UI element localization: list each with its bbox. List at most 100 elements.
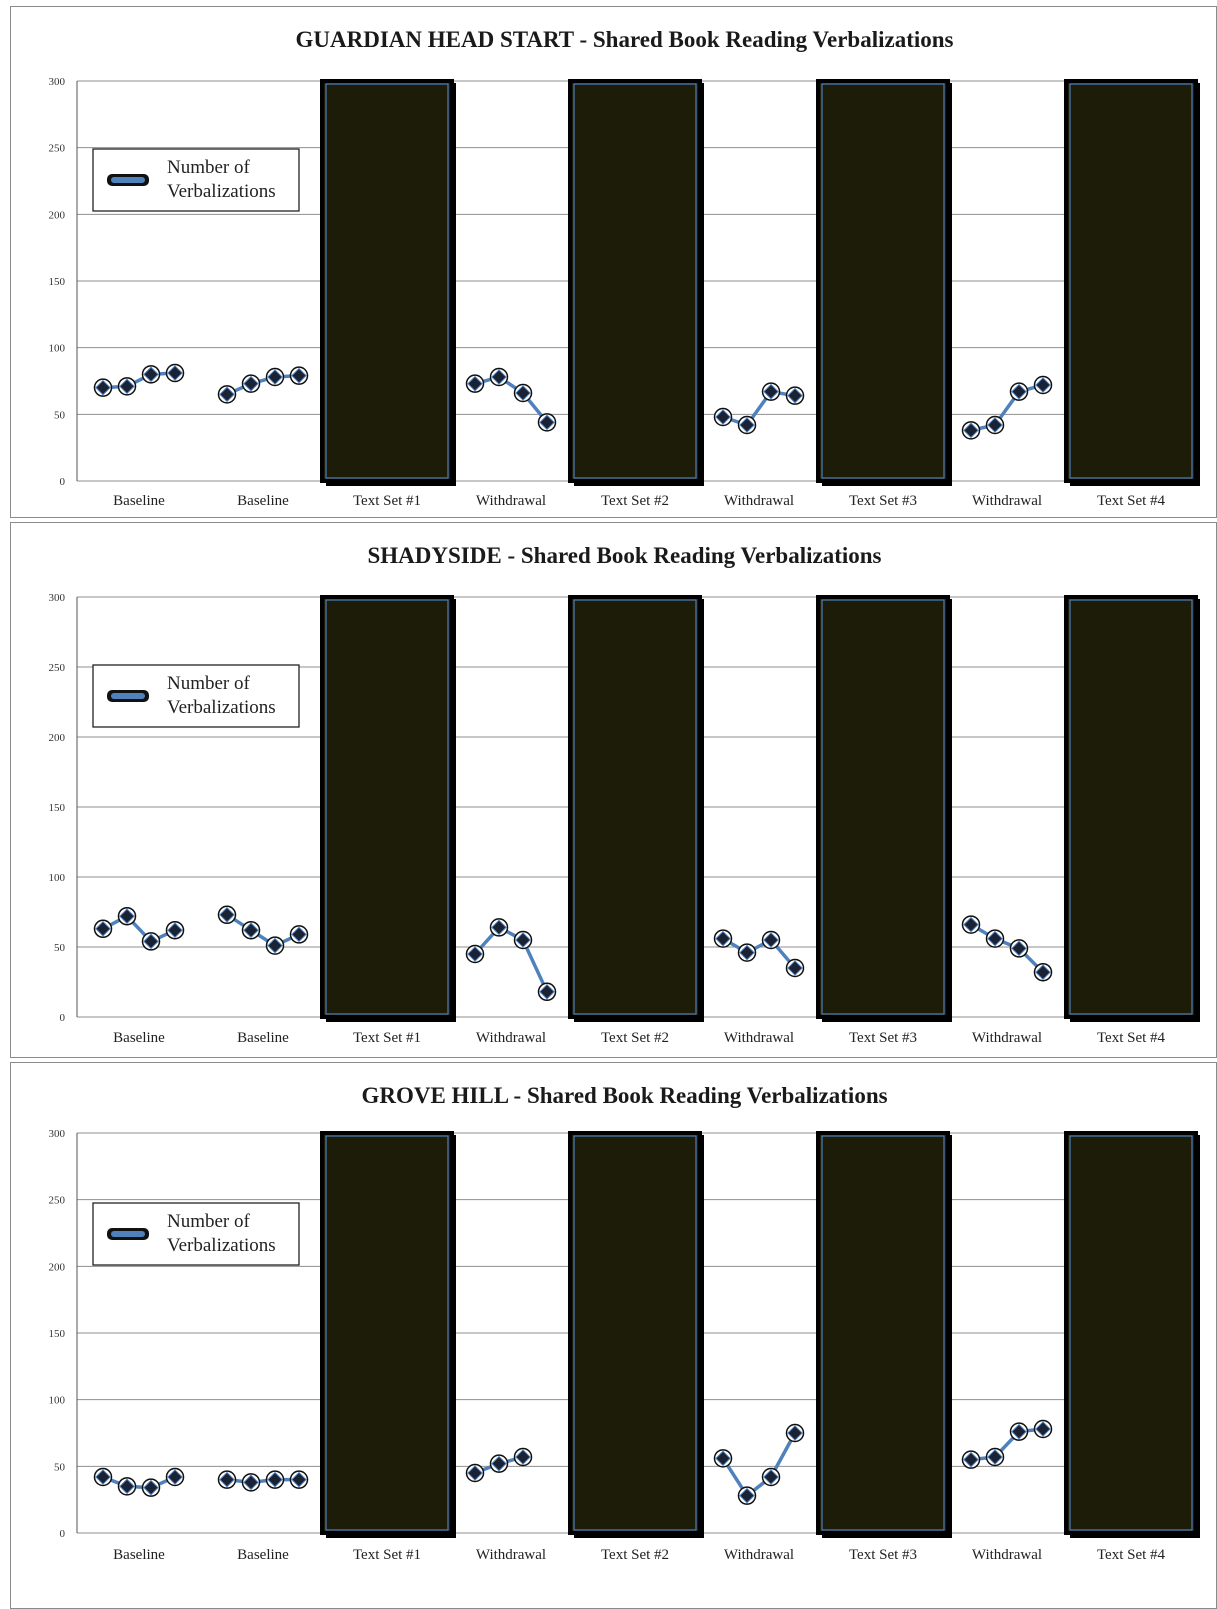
phase-bar-edge <box>573 83 697 479</box>
phase-label: Withdrawal <box>972 1547 1042 1563</box>
data-point <box>219 386 235 403</box>
phase-label: Text Set #4 <box>1097 1547 1166 1563</box>
phase-bar-edge <box>1069 599 1193 1015</box>
series-line <box>226 1477 299 1485</box>
phase-bar-edge <box>1069 83 1193 479</box>
data-point <box>243 1474 259 1491</box>
y-tick-label: 0 <box>60 1012 66 1024</box>
data-point <box>167 1469 183 1485</box>
phase-bar <box>816 79 950 483</box>
phase-bar-edge <box>325 1135 449 1531</box>
data-point <box>119 1478 135 1495</box>
data-point <box>539 984 555 1000</box>
phase-bar-edge <box>573 599 697 1015</box>
legend-swatch <box>111 177 145 183</box>
chart-title: GROVE HILL - Shared Book Reading Verbali… <box>361 1083 887 1108</box>
phase-label: Text Set #4 <box>1097 1030 1166 1046</box>
series-line <box>102 914 176 944</box>
data-point <box>167 365 183 381</box>
chart-panel-guardian-head-start: GUARDIAN HEAD START - Shared Book Readin… <box>10 6 1217 518</box>
phase-bar-edge <box>1069 1135 1193 1531</box>
data-point <box>291 1471 307 1488</box>
data-point <box>467 375 483 392</box>
y-tick-label: 100 <box>49 343 66 355</box>
data-point <box>491 369 507 385</box>
phase-label: Withdrawal <box>476 1547 546 1563</box>
data-point <box>491 1455 507 1472</box>
data-point <box>167 922 183 938</box>
data-point <box>715 930 731 947</box>
phase-bar <box>1064 1131 1198 1535</box>
y-tick-label: 250 <box>49 143 66 155</box>
y-tick-label: 150 <box>49 1328 66 1340</box>
phase-label: Withdrawal <box>972 1030 1042 1046</box>
data-point <box>539 414 555 431</box>
y-tick-label: 0 <box>60 1528 66 1540</box>
phase-label: Text Set #1 <box>353 1547 421 1563</box>
legend-box <box>92 664 300 728</box>
data-point <box>739 944 755 961</box>
phase-bar-edge <box>325 599 449 1015</box>
series-line <box>970 383 1044 433</box>
data-point <box>739 1487 755 1504</box>
data-point <box>267 369 283 385</box>
y-tick-label: 50 <box>54 942 66 954</box>
data-point <box>1035 964 1051 980</box>
data-point <box>119 908 135 924</box>
data-point <box>987 1449 1003 1465</box>
y-tick-label: 100 <box>49 872 66 884</box>
phase-label: Baseline <box>113 1547 165 1563</box>
phase-label: Text Set #3 <box>849 493 917 509</box>
y-tick-label: 250 <box>49 662 66 674</box>
series-line <box>102 1475 176 1490</box>
phase-bar <box>1064 595 1198 1019</box>
data-point <box>243 375 259 392</box>
legend-swatch <box>111 1231 145 1237</box>
y-tick-label: 200 <box>49 209 66 221</box>
chart-svg: GROVE HILL - Shared Book Reading Verbali… <box>49 1083 1200 1563</box>
legend: Number of Verbalizations <box>92 148 300 212</box>
data-point <box>467 946 483 962</box>
data-point <box>95 1469 111 1485</box>
data-point <box>1011 1423 1027 1440</box>
phase-bar-edge <box>821 599 945 1015</box>
data-point <box>119 378 135 395</box>
phase-bar <box>1064 79 1198 483</box>
phase-bar-edge <box>325 83 449 479</box>
y-tick-label: 50 <box>54 409 66 421</box>
series-line <box>721 1432 797 1498</box>
series-line <box>722 389 796 427</box>
data-point <box>715 409 731 425</box>
series-line <box>102 371 176 390</box>
phase-label: Text Set #2 <box>601 1547 669 1563</box>
y-tick-label: 250 <box>49 1195 66 1207</box>
chart-svg: SHADYSIDE - Shared Book Reading Verbaliz… <box>49 543 1200 1046</box>
chart-title: SHADYSIDE - Shared Book Reading Verbaliz… <box>368 543 882 568</box>
y-tick-label: 200 <box>49 1261 66 1273</box>
phase-bar <box>568 1131 702 1535</box>
data-point <box>1035 377 1051 393</box>
data-point <box>515 385 531 401</box>
phase-bar-edge <box>821 83 945 479</box>
phase-bar <box>320 595 454 1019</box>
data-point <box>491 919 507 936</box>
data-point <box>1011 383 1027 400</box>
data-point <box>243 922 259 938</box>
series-line <box>226 913 300 948</box>
phase-bar <box>320 79 454 483</box>
phase-label: Withdrawal <box>724 493 794 509</box>
data-point <box>739 417 755 433</box>
data-point <box>987 930 1003 947</box>
phase-label: Text Set #2 <box>601 1030 669 1046</box>
phase-label: Text Set #3 <box>849 1030 917 1046</box>
phase-label: Withdrawal <box>476 1030 546 1046</box>
y-tick-label: 150 <box>49 276 66 288</box>
data-point <box>291 367 307 384</box>
data-point <box>987 417 1003 433</box>
phase-label: Text Set #4 <box>1097 493 1166 509</box>
data-point <box>95 921 111 937</box>
chart-title: GUARDIAN HEAD START - Shared Book Readin… <box>296 27 954 52</box>
data-point <box>787 960 803 976</box>
data-point <box>763 932 779 948</box>
y-tick-label: 300 <box>49 1128 66 1140</box>
